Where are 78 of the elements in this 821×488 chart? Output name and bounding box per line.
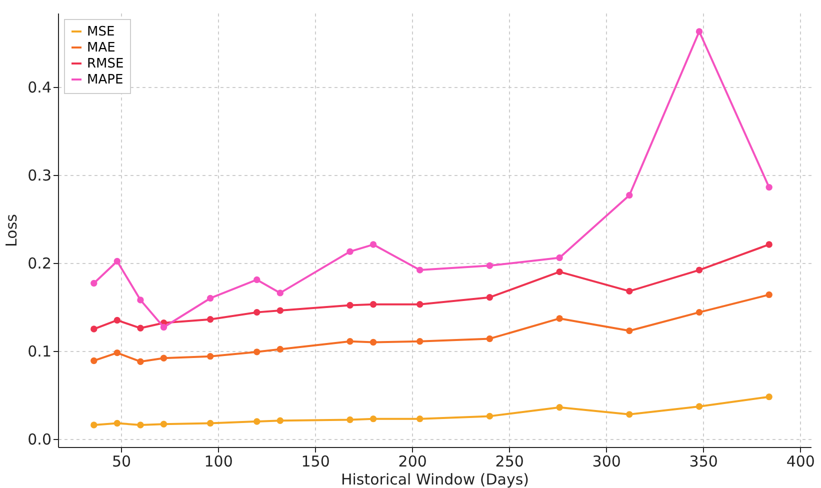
point [206, 294, 214, 302]
x-tick-label: 100 [204, 452, 233, 470]
point [254, 348, 260, 356]
point [766, 291, 772, 298]
y-axis-title: Loss [2, 214, 21, 247]
point [137, 422, 144, 428]
point [370, 415, 377, 422]
point [90, 280, 98, 287]
point [370, 241, 377, 248]
point [556, 315, 563, 322]
point [90, 326, 98, 332]
point [370, 301, 377, 308]
legend-label: MSE [87, 24, 115, 40]
point [486, 412, 494, 420]
point [160, 354, 168, 362]
point [486, 262, 494, 269]
point [556, 254, 563, 262]
point [206, 352, 214, 360]
point [766, 241, 772, 248]
point [276, 346, 284, 353]
point [556, 404, 563, 411]
legend-label: RMSE [87, 56, 124, 72]
x-tick-label: 400 [786, 452, 815, 470]
legend-label: MAE [87, 40, 116, 56]
point [626, 192, 633, 199]
y-tick-label: 0.2 [28, 254, 52, 273]
point [160, 420, 168, 428]
point [486, 294, 494, 301]
point [346, 302, 354, 309]
x-axis-title: Historical Window (Days) [340, 470, 530, 488]
point [346, 338, 354, 345]
point [626, 411, 633, 418]
point [486, 335, 494, 342]
point [90, 357, 98, 364]
point [114, 420, 121, 427]
point [416, 415, 424, 422]
point [370, 338, 377, 346]
point [626, 288, 633, 295]
point [137, 296, 144, 304]
y-tick-label: 0.1 [28, 342, 52, 361]
point [114, 258, 121, 265]
x-tick-label: 350 [689, 452, 718, 470]
x-tick-label: 300 [592, 452, 621, 470]
y-tick-label: 0.3 [28, 166, 52, 184]
point [160, 324, 168, 331]
point [346, 416, 354, 424]
point [137, 358, 144, 365]
point [696, 28, 703, 35]
legend-label: MAPE [87, 72, 124, 88]
point [416, 301, 424, 308]
x-tick-label: 150 [301, 452, 330, 470]
point [254, 276, 260, 284]
point [90, 422, 98, 428]
point [254, 308, 260, 316]
point [696, 403, 703, 410]
point [206, 316, 214, 323]
x-tick-label: 50 [112, 452, 132, 470]
point [416, 338, 424, 345]
point [346, 248, 354, 255]
point [416, 266, 424, 274]
point [766, 184, 772, 191]
x-tick-label: 200 [398, 452, 427, 470]
point [696, 266, 703, 274]
point [766, 393, 772, 400]
point [114, 349, 121, 356]
point [206, 420, 214, 427]
point [114, 316, 121, 324]
point [254, 418, 260, 425]
point [696, 308, 703, 316]
x-tick-label: 250 [495, 452, 524, 470]
y-tick-label: 0.4 [28, 78, 52, 96]
point [556, 268, 563, 276]
y-tick-label: 0.0 [28, 430, 52, 449]
point [276, 307, 284, 314]
point [276, 290, 284, 296]
point [137, 324, 144, 332]
point [626, 327, 633, 334]
point [276, 417, 284, 424]
